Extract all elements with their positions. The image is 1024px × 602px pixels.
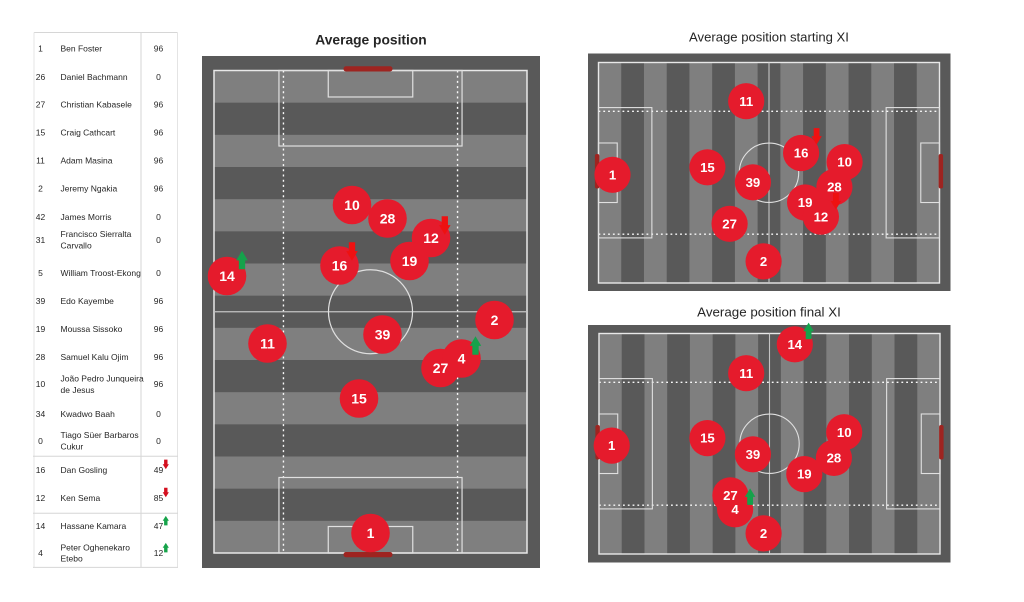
svg-text:4: 4: [458, 350, 466, 366]
svg-text:11: 11: [36, 156, 45, 166]
svg-text:Adam Masina: Adam Masina: [61, 156, 113, 166]
svg-text:4: 4: [731, 502, 739, 517]
svg-text:0: 0: [156, 212, 161, 222]
svg-text:0: 0: [156, 72, 161, 82]
svg-text:0: 0: [156, 409, 161, 419]
svg-text:10: 10: [36, 379, 46, 389]
svg-text:28: 28: [36, 352, 46, 362]
svg-text:11: 11: [260, 335, 275, 351]
svg-text:Moussa Sissoko: Moussa Sissoko: [61, 324, 123, 334]
svg-text:19: 19: [797, 467, 812, 482]
svg-text:31: 31: [36, 235, 46, 245]
svg-text:19: 19: [36, 324, 46, 334]
svg-text:11: 11: [739, 94, 753, 109]
svg-text:0: 0: [156, 235, 161, 245]
svg-text:15: 15: [351, 390, 367, 406]
svg-text:96: 96: [154, 324, 164, 334]
svg-text:Francisco Sierralta: Francisco Sierralta: [61, 229, 132, 239]
svg-text:27: 27: [433, 360, 449, 376]
svg-text:Average position final XI: Average position final XI: [697, 304, 841, 319]
svg-text:27: 27: [36, 100, 46, 110]
svg-text:27: 27: [723, 488, 738, 503]
svg-text:Cukur: Cukur: [61, 441, 84, 451]
svg-text:14: 14: [787, 337, 802, 352]
svg-text:2: 2: [760, 254, 767, 269]
svg-text:96: 96: [154, 128, 164, 138]
svg-text:de Jesus: de Jesus: [61, 385, 95, 395]
svg-text:14: 14: [219, 268, 235, 284]
svg-text:19: 19: [402, 253, 418, 269]
svg-text:28: 28: [380, 210, 396, 226]
svg-text:Dan Gosling: Dan Gosling: [61, 465, 108, 475]
svg-text:39: 39: [746, 447, 761, 462]
svg-text:Ken Sema: Ken Sema: [61, 493, 101, 503]
svg-text:0: 0: [156, 436, 161, 446]
svg-text:Daniel Bachmann: Daniel Bachmann: [61, 72, 128, 82]
svg-text:Edo Kayembe: Edo Kayembe: [61, 296, 115, 306]
svg-text:42: 42: [36, 212, 46, 222]
svg-text:96: 96: [154, 296, 164, 306]
svg-text:96: 96: [154, 100, 164, 110]
svg-text:1: 1: [367, 525, 375, 541]
svg-text:2: 2: [38, 184, 43, 194]
svg-text:Carvallo: Carvallo: [61, 241, 92, 251]
svg-text:12: 12: [423, 230, 439, 246]
svg-text:10: 10: [344, 197, 360, 213]
svg-text:16: 16: [36, 465, 46, 475]
svg-text:5: 5: [38, 268, 43, 278]
svg-text:16: 16: [332, 257, 348, 273]
svg-text:28: 28: [827, 180, 842, 195]
svg-text:96: 96: [154, 352, 164, 362]
svg-text:19: 19: [798, 195, 813, 210]
svg-text:27: 27: [722, 216, 737, 231]
svg-text:Peter Oghenekaro: Peter Oghenekaro: [61, 542, 131, 552]
svg-text:14: 14: [36, 521, 46, 531]
svg-text:12: 12: [814, 209, 829, 224]
svg-text:49: 49: [154, 465, 164, 475]
svg-text:1: 1: [38, 43, 43, 53]
svg-text:Samuel Kalu Ojim: Samuel Kalu Ojim: [61, 352, 129, 362]
svg-text:10: 10: [837, 425, 852, 440]
svg-text:15: 15: [700, 431, 715, 446]
svg-text:Average position starting XI: Average position starting XI: [689, 30, 849, 45]
svg-text:4: 4: [38, 548, 43, 558]
svg-text:Etebo: Etebo: [61, 554, 83, 564]
svg-text:96: 96: [154, 156, 164, 166]
svg-text:39: 39: [375, 326, 391, 342]
svg-text:39: 39: [746, 175, 761, 190]
svg-text:2: 2: [491, 312, 499, 328]
svg-text:1: 1: [608, 438, 615, 453]
svg-text:85: 85: [154, 493, 164, 503]
svg-text:39: 39: [36, 296, 46, 306]
svg-text:Jeremy Ngakia: Jeremy Ngakia: [61, 184, 118, 194]
svg-text:Average position: Average position: [315, 32, 426, 47]
svg-text:James Morris: James Morris: [61, 212, 112, 222]
svg-text:15: 15: [700, 160, 715, 175]
svg-text:William Troost-Ekong: William Troost-Ekong: [61, 268, 142, 278]
svg-text:Craig Cathcart: Craig Cathcart: [61, 128, 116, 138]
svg-text:Tiago Süer Barbaros: Tiago Süer Barbaros: [61, 430, 139, 440]
svg-text:15: 15: [36, 128, 46, 138]
svg-text:Kwadwo Baah: Kwadwo Baah: [61, 409, 116, 419]
svg-text:1: 1: [609, 167, 616, 182]
svg-text:16: 16: [794, 146, 809, 161]
svg-text:96: 96: [154, 379, 164, 389]
svg-text:96: 96: [154, 43, 164, 53]
svg-text:Hassane Kamara: Hassane Kamara: [61, 521, 127, 531]
svg-text:10: 10: [837, 155, 852, 170]
svg-text:12: 12: [36, 493, 46, 503]
svg-text:12: 12: [154, 548, 164, 558]
svg-text:2: 2: [760, 526, 767, 541]
svg-text:Christian Kabasele: Christian Kabasele: [61, 100, 133, 110]
svg-text:11: 11: [739, 366, 753, 381]
svg-text:96: 96: [154, 184, 164, 194]
svg-text:34: 34: [36, 409, 46, 419]
svg-text:Ben Foster: Ben Foster: [61, 43, 103, 53]
svg-text:26: 26: [36, 72, 46, 82]
svg-text:0: 0: [38, 436, 43, 446]
svg-text:João Pedro Junqueira: João Pedro Junqueira: [61, 374, 144, 384]
svg-text:0: 0: [156, 268, 161, 278]
svg-text:28: 28: [827, 451, 842, 466]
svg-text:47: 47: [154, 521, 164, 531]
